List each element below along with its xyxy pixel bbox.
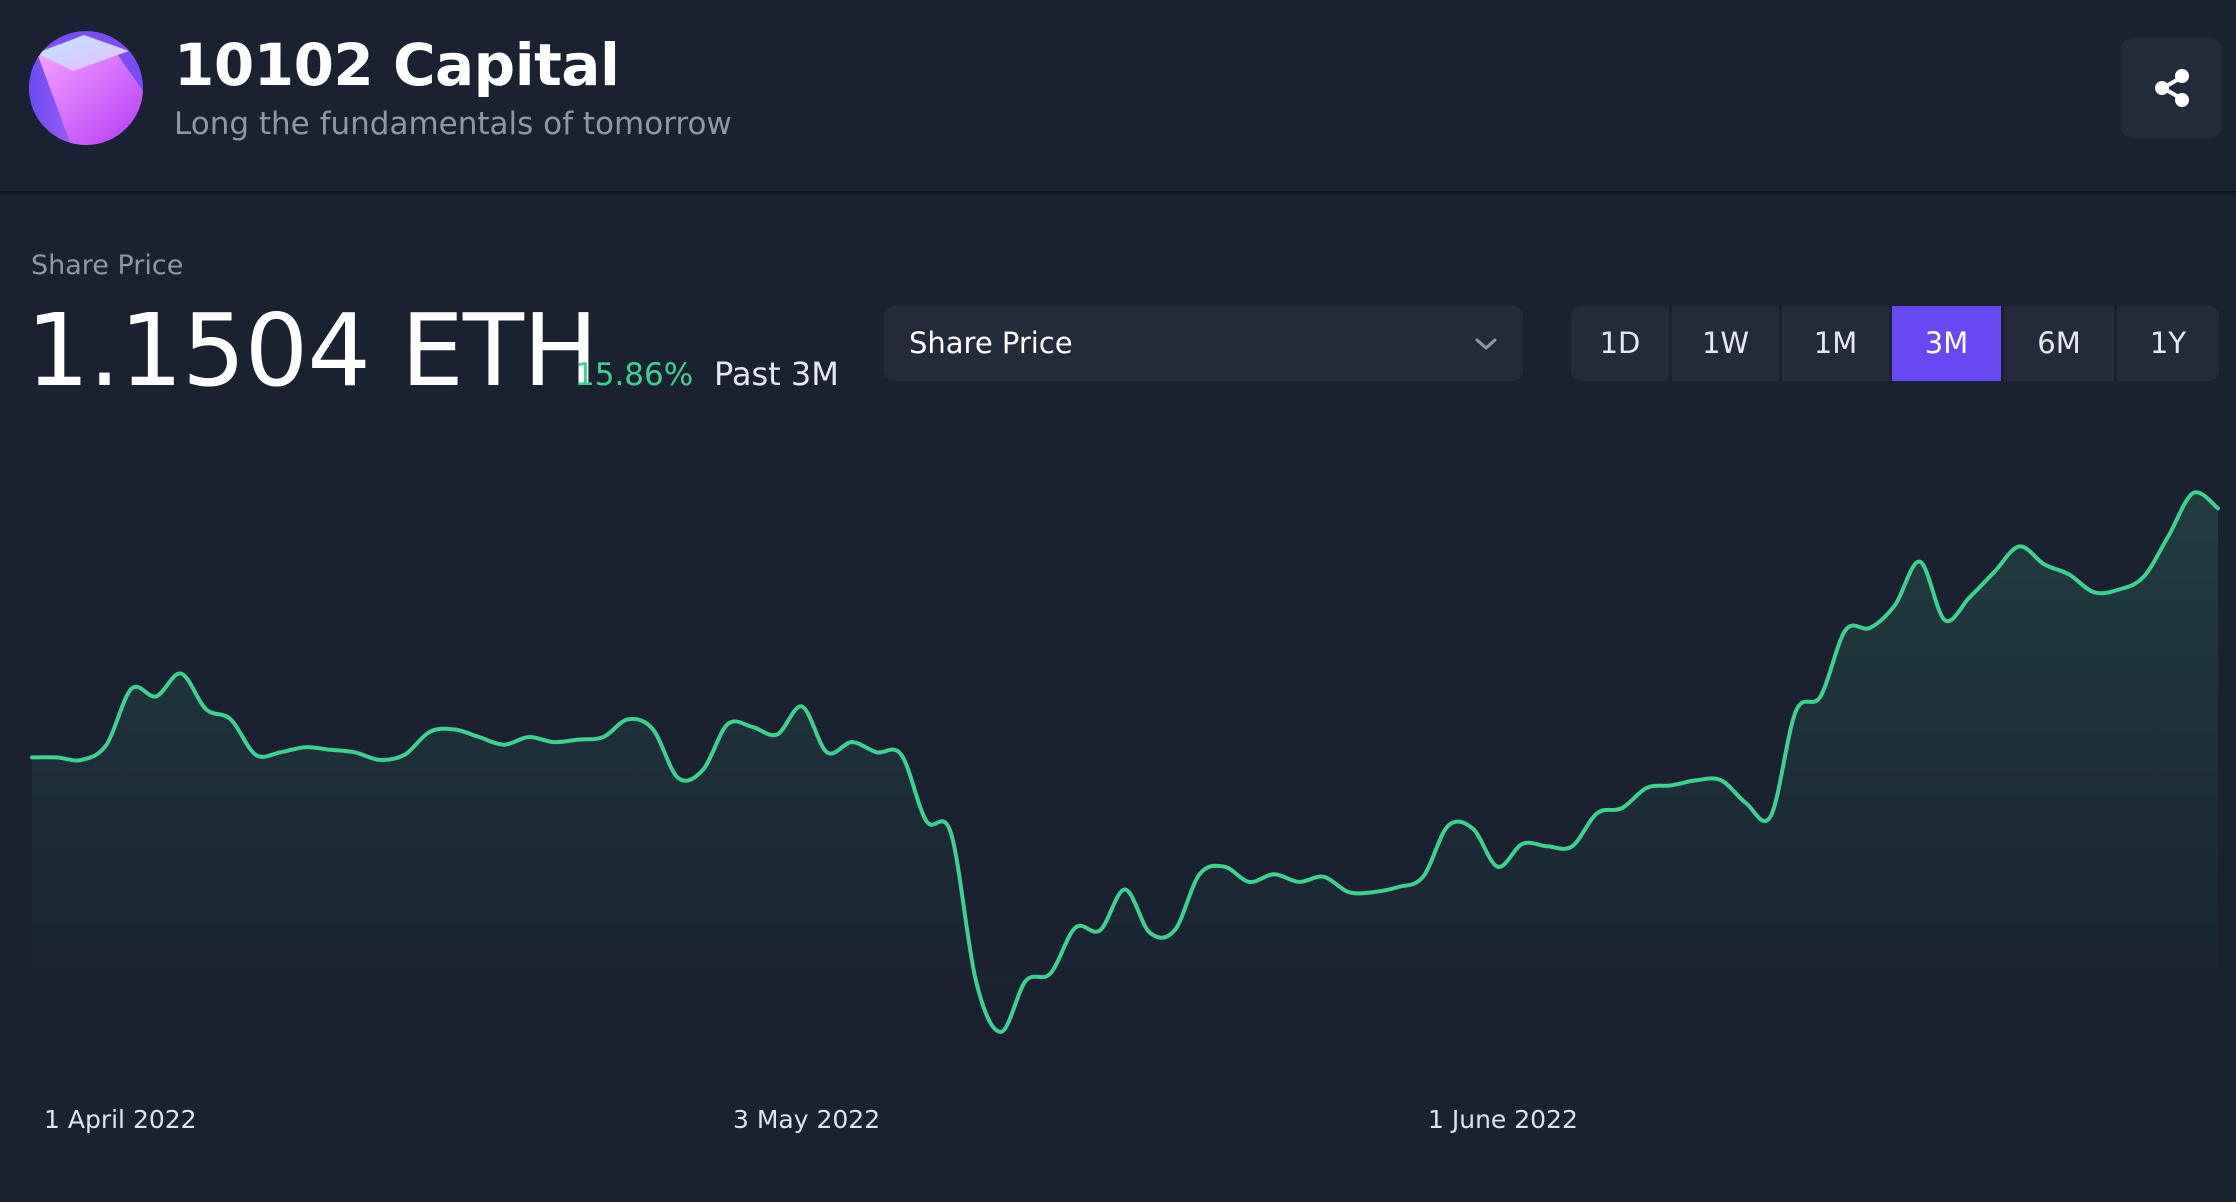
price-line — [30, 490, 2220, 1034]
tab-1d[interactable]: 1D — [1571, 306, 1672, 381]
share-icon — [2154, 69, 2189, 107]
fund-subtitle: Long the fundamentals of tomorrow — [174, 106, 732, 142]
price-change-period: Past 3M — [714, 355, 839, 393]
metric-select-value: Share Price — [909, 326, 1073, 360]
price-change-percent: 15.86% — [575, 357, 694, 393]
x-axis-label-may: 3 May 2022 — [733, 1105, 881, 1134]
x-axis-label-april: 1 April 2022 — [44, 1105, 197, 1134]
share-price-value: 1.1504 ETH — [26, 292, 598, 409]
share-price-chart — [30, 490, 2220, 1034]
chevron-down-icon — [1475, 338, 1497, 350]
fund-title: 10102 Capital — [174, 31, 620, 99]
x-axis-label-june: 1 June 2022 — [1428, 1105, 1578, 1134]
tab-6m[interactable]: 6M — [2004, 306, 2117, 381]
price-area-fill — [32, 492, 2218, 1032]
tab-1y[interactable]: 1Y — [2149, 326, 2187, 360]
fund-logo-icon — [29, 31, 143, 145]
fund-header: 10102 Capital Long the fundamentals of t… — [0, 0, 2236, 194]
tab-1m[interactable]: 1M — [1782, 306, 1892, 381]
metric-select[interactable]: Share Price — [884, 306, 1523, 381]
tab-3m[interactable]: 3M — [1892, 306, 2004, 381]
tab-1w[interactable]: 1W — [1672, 306, 1782, 381]
timeframe-tabs: 1D 1W 1M 3M 6M 1Y — [1571, 306, 2219, 381]
share-button[interactable] — [2121, 38, 2222, 138]
metric-label: Share Price — [31, 250, 184, 281]
